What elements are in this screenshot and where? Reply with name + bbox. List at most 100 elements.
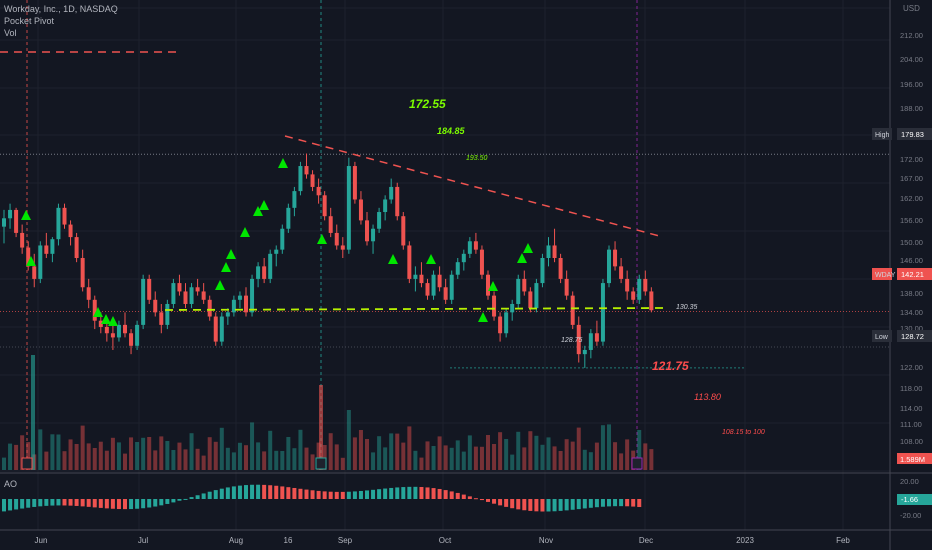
- candlesticks[interactable]: [2, 153, 654, 368]
- ao-bar: [625, 499, 630, 507]
- price-axis[interactable]: USD 212.00 204.00 196.00 188.00 172.00 167.00 1…: [872, 4, 932, 520]
- ao-bar: [443, 490, 448, 499]
- volume-bar: [207, 437, 212, 470]
- candle-body: [14, 209, 19, 233]
- volume-bar: [104, 450, 109, 470]
- ao-bar: [594, 499, 599, 508]
- ao-bar: [201, 493, 206, 499]
- ao-bar: [401, 487, 406, 499]
- pivot-triangle: [278, 158, 288, 168]
- candle-body: [26, 247, 31, 267]
- ao-bar: [358, 490, 363, 499]
- pivot-triangle: [388, 254, 398, 264]
- currency-label: USD: [903, 4, 920, 13]
- price-tick: 150.00: [900, 238, 923, 247]
- ao-bar: [407, 486, 412, 499]
- volume-bar: [2, 457, 6, 470]
- volume-badge-bg: [897, 453, 932, 464]
- ao-bar: [425, 487, 430, 499]
- ao-bar: [334, 491, 339, 499]
- volume-bar: [358, 430, 363, 470]
- volume-bar: [110, 437, 115, 470]
- ao-bar: [582, 499, 587, 509]
- volume-bar: [643, 443, 648, 470]
- ao-bar: [637, 499, 642, 508]
- target-121: 121.75: [652, 359, 689, 373]
- candle-body: [340, 245, 345, 250]
- ao-bar: [86, 499, 91, 507]
- ao-bar: [129, 499, 134, 510]
- candle-body: [352, 166, 357, 200]
- candle-body: [286, 207, 291, 229]
- volume-bar: [570, 441, 575, 470]
- low-value: 128.75: [561, 337, 583, 344]
- trendlines[interactable]: [0, 51, 664, 311]
- volume-bar: [153, 450, 158, 470]
- ao-bar: [316, 490, 321, 499]
- ao-bar: [322, 491, 327, 499]
- badge-name: High: [875, 132, 890, 139]
- badge-value: 128.72: [901, 332, 924, 341]
- ao-bar: [510, 499, 515, 509]
- ao-histogram: [2, 484, 642, 512]
- ao-bar: [588, 499, 593, 508]
- volume-bar: [492, 444, 497, 470]
- badge-value-bg: [897, 330, 932, 342]
- symbol-title[interactable]: Workday, Inc., 1D, NASDAQ: [4, 4, 118, 14]
- volume-bar: [328, 433, 333, 470]
- volume-bar: [195, 448, 200, 470]
- volume-bar: [225, 447, 230, 470]
- ao-bar: [310, 490, 315, 499]
- volume-bar: [98, 441, 103, 470]
- ao-bar: [383, 488, 388, 499]
- candle-body: [607, 249, 611, 284]
- ao-bar: [92, 499, 97, 508]
- volume-bar: [280, 451, 285, 470]
- indicator-pocket-pivot[interactable]: Pocket Pivot: [4, 16, 55, 26]
- candle-body: [92, 299, 97, 321]
- volume-bar: [431, 446, 436, 470]
- time-tick: Aug: [229, 536, 243, 545]
- candle-body: [498, 316, 503, 334]
- time-axis[interactable]: Jun Jul Aug 16 Sep Oct Nov Dec 2023 Feb: [35, 536, 851, 545]
- pivot-triangle: [21, 210, 31, 220]
- badge-name-bg: [872, 330, 892, 342]
- volume-bar: [479, 446, 484, 470]
- volume-bar: [334, 444, 339, 470]
- candle-body: [183, 291, 188, 304]
- price-tick: 146.00: [900, 256, 923, 265]
- ao-bar: [80, 499, 85, 507]
- earnings-flag: [21, 457, 33, 470]
- candle-body: [322, 195, 327, 217]
- volume-bar: [219, 427, 224, 470]
- candle-body: [116, 324, 121, 338]
- volume-bar: [455, 440, 460, 470]
- ao-bar: [20, 499, 25, 509]
- volume-bar: [594, 442, 599, 470]
- ao-bar: [546, 499, 551, 512]
- candle-body: [292, 191, 297, 208]
- ao-bar: [268, 485, 273, 499]
- volume-bar: [389, 433, 394, 470]
- ao-badge-bg: [897, 494, 932, 505]
- volume-bar: [237, 442, 242, 470]
- candle-body: [540, 258, 545, 284]
- ao-bar: [395, 487, 400, 499]
- candle-body: [516, 278, 521, 304]
- candle-body: [219, 316, 224, 342]
- candle-body: [443, 287, 448, 300]
- time-tick: Dec: [639, 536, 653, 545]
- ao-bar: [116, 499, 121, 510]
- indicator-volume[interactable]: Vol: [4, 28, 17, 38]
- candle-body: [377, 212, 382, 229]
- candle-body: [8, 209, 13, 219]
- volume-bar: [256, 442, 261, 470]
- ao-pane-title[interactable]: AO: [4, 479, 18, 489]
- candle-body: [510, 303, 515, 313]
- volume-bar: [183, 449, 188, 470]
- volume-bar: [534, 435, 539, 470]
- ao-bar: [110, 499, 115, 509]
- volume-bar: [413, 450, 418, 470]
